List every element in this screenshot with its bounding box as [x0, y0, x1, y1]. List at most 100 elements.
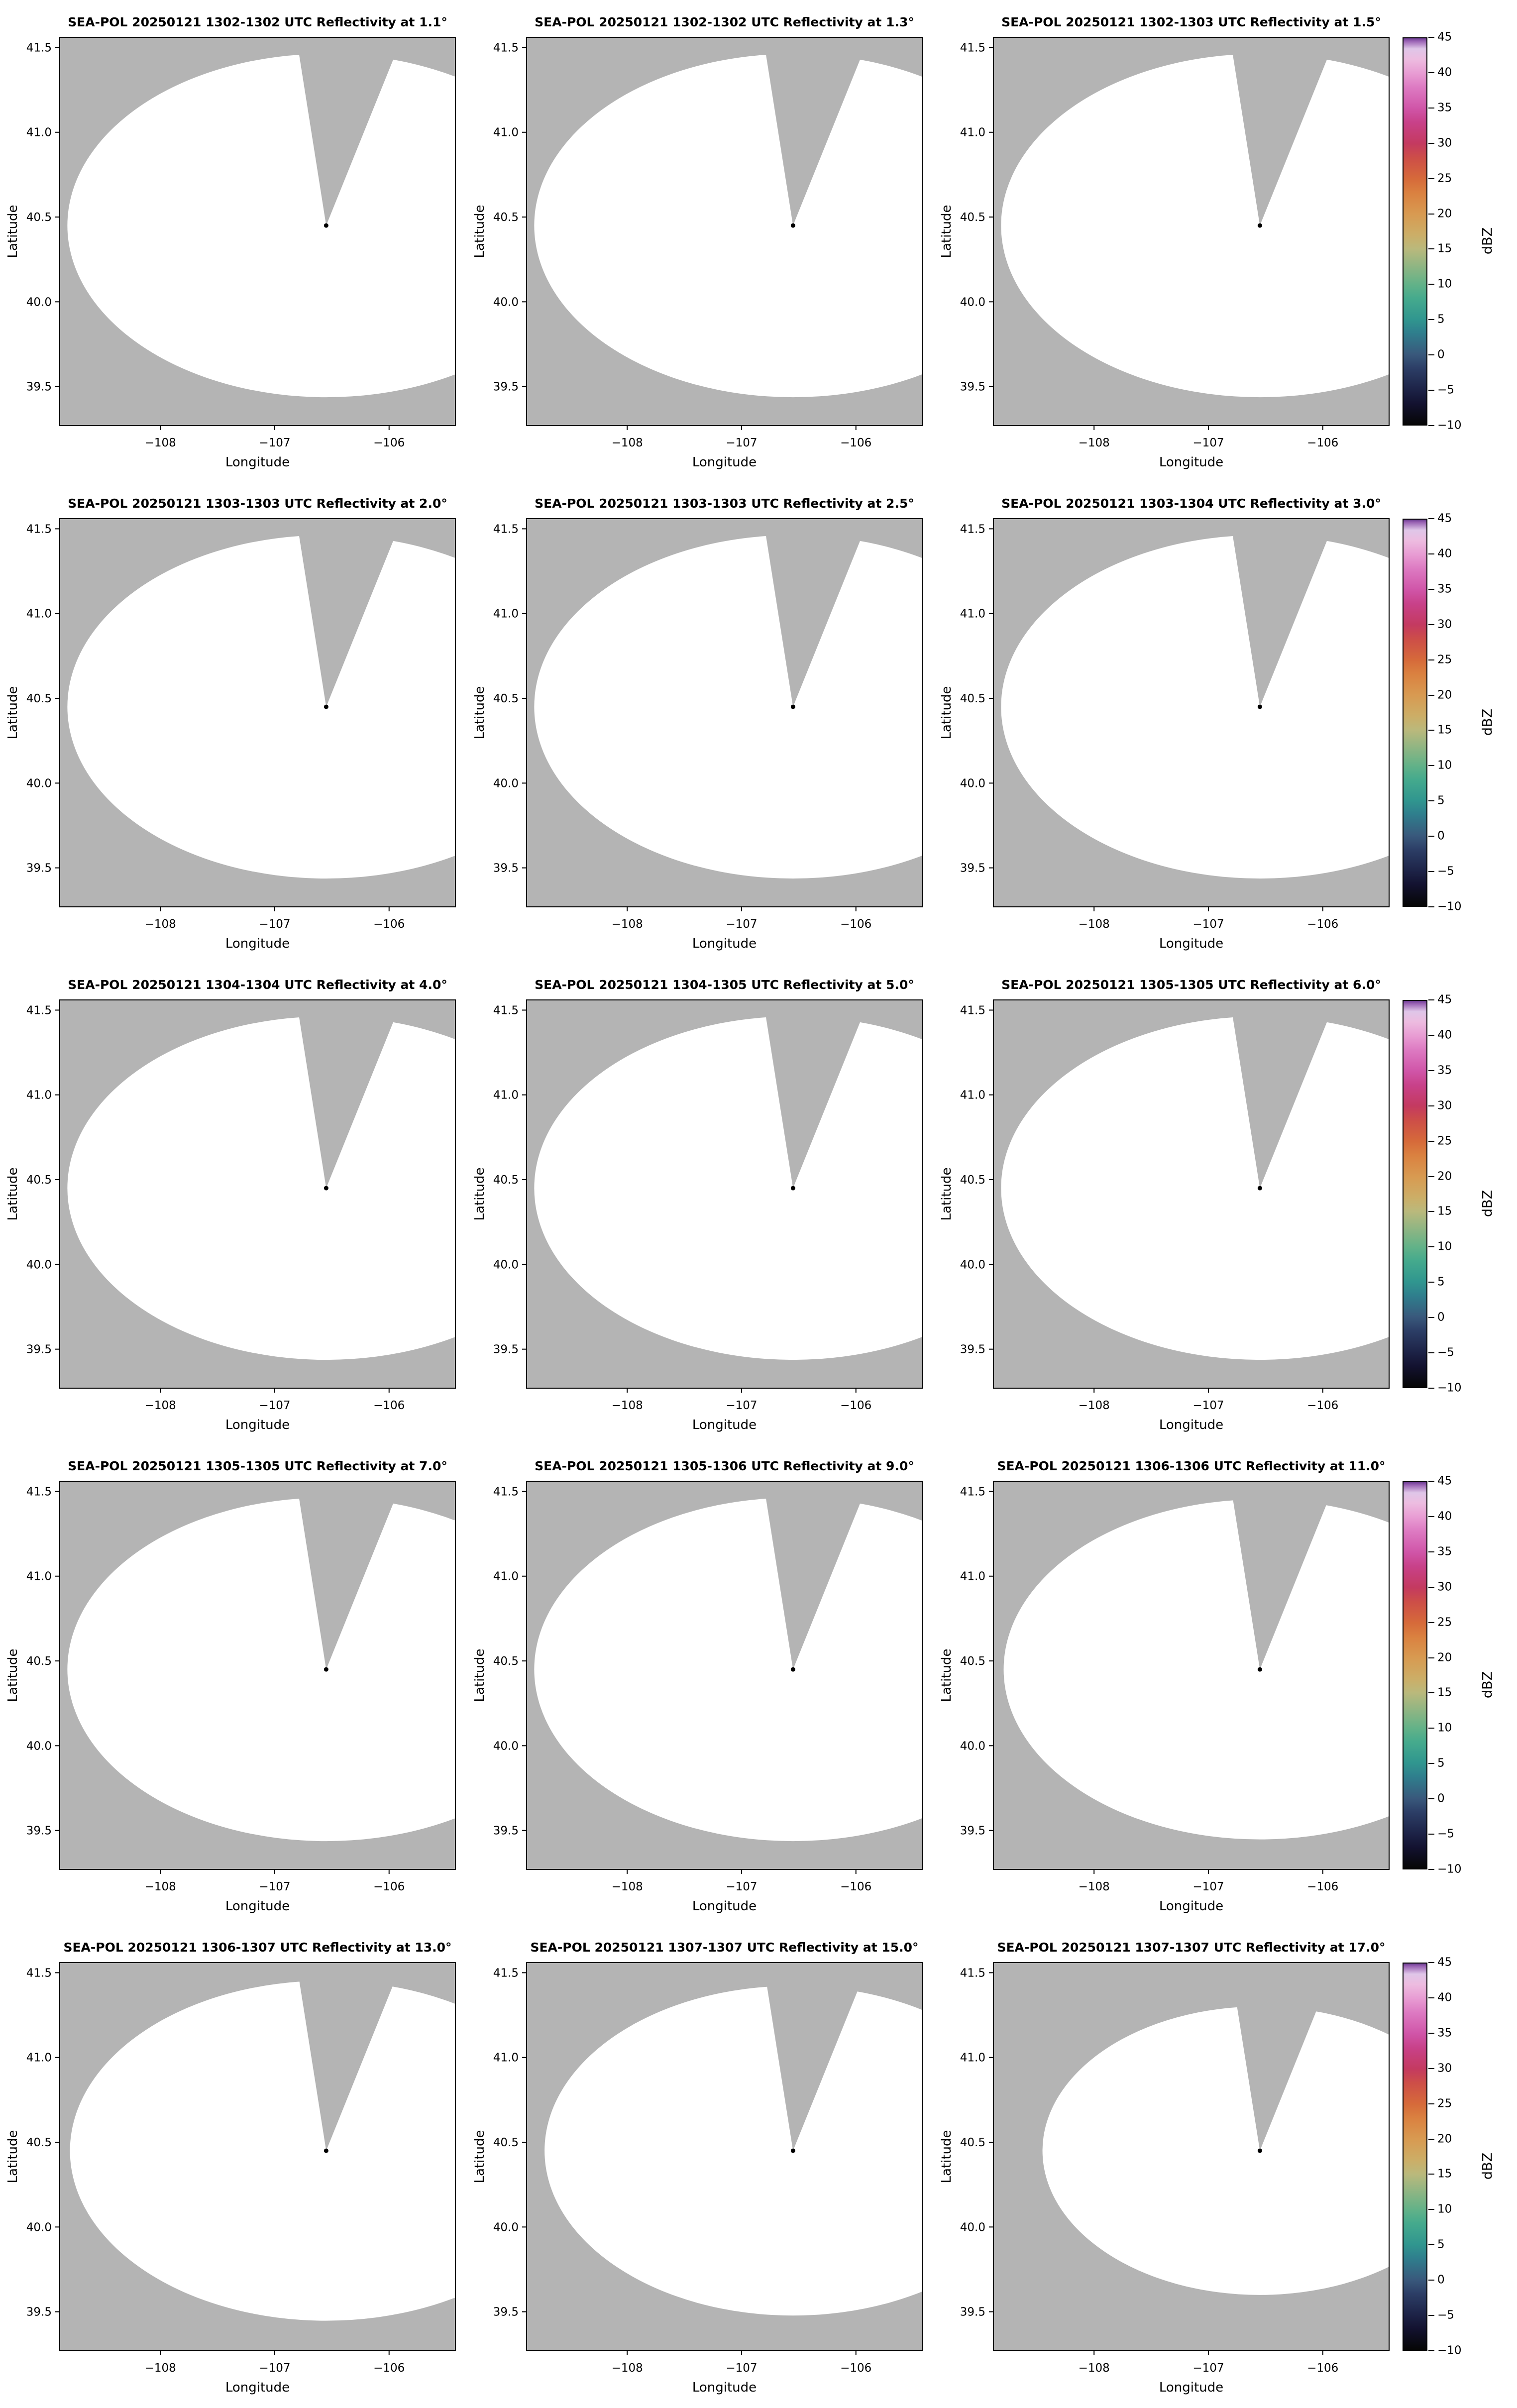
y-tick-label: 40.0 — [26, 777, 52, 790]
colorbar-tick-label: 10 — [1437, 2202, 1452, 2216]
colorbar-tick-mark — [1428, 319, 1434, 321]
map-area — [1001, 519, 1389, 878]
x-tick-label: −108 — [612, 918, 643, 931]
radar-panel: −108 −107 −106 39.5 40.0 40.5 41.0 41.5 Longitud… — [472, 1459, 923, 1914]
colorbar-tick-mark — [1428, 1551, 1434, 1552]
y-tick-label: 41.5 — [26, 41, 52, 54]
colorbar-tick-mark — [1428, 1211, 1434, 1212]
y-tick-label: 39.5 — [960, 862, 985, 875]
colorbar-tick-label: 25 — [1437, 1134, 1452, 1148]
colorbar-tick-mark — [1428, 2209, 1434, 2210]
colorbar-tick-mark — [1428, 2280, 1434, 2281]
x-tick-label: −106 — [373, 918, 405, 931]
y-tick-label: 41.0 — [960, 2052, 985, 2065]
y-tick-label: 39.5 — [493, 1825, 519, 1838]
colorbar-tick-label: 45 — [1437, 512, 1452, 525]
map-area — [1001, 1000, 1389, 1360]
colorbar-tick-mark — [1428, 906, 1434, 907]
panel-title: SEA-POL 20250121 1302-1303 UTC Reflectiv… — [1001, 15, 1381, 29]
panel-title: SEA-POL 20250121 1303-1304 UTC Reflectiv… — [1001, 496, 1381, 511]
colorbar-tick-mark — [1428, 1869, 1434, 1870]
y-tick-label: 40.0 — [26, 296, 52, 309]
map-area — [67, 1481, 455, 1841]
y-tick-label: 40.0 — [493, 1740, 519, 1752]
x-tick-label: −107 — [259, 918, 290, 931]
colorbar-tick-mark — [1428, 1388, 1434, 1389]
radar-coverage-area — [544, 1985, 922, 2316]
radar-location-marker — [1257, 704, 1262, 709]
x-axis-label: Longitude — [692, 936, 757, 951]
colorbar-tick-mark — [1428, 1657, 1434, 1658]
y-axis-label: Latitude — [5, 1167, 20, 1220]
no-data-wedge — [296, 1481, 403, 1670]
y-tick-label: 40.5 — [493, 211, 519, 224]
colorbar-tick-label: 35 — [1437, 101, 1452, 114]
x-tick-label: −106 — [1307, 918, 1338, 931]
y-tick-label: 40.5 — [26, 692, 52, 705]
x-axis-label: Longitude — [225, 2380, 290, 2395]
colorbar-tick-mark — [1428, 1105, 1434, 1106]
radar-location-marker — [790, 704, 795, 709]
radar-panel: −108 −107 −106 39.5 40.0 40.5 41.0 41.5 Longitud… — [472, 1940, 923, 2395]
radar-location-marker — [324, 2148, 328, 2153]
colorbar-tick-mark — [1428, 2174, 1434, 2175]
x-tick-label: −108 — [1079, 918, 1110, 931]
colorbar-tick-label: 20 — [1437, 1170, 1452, 1183]
colorbar-tick-label: 10 — [1437, 1240, 1452, 1253]
x-tick-label: −107 — [1192, 1880, 1224, 1893]
y-tick-label: 40.5 — [960, 211, 985, 224]
colorbar-tick-label: −5 — [1437, 865, 1454, 878]
colorbar-tick-label: −5 — [1437, 2308, 1454, 2322]
x-axis-label: Longitude — [1159, 1418, 1223, 1432]
no-data-wedge — [1230, 1481, 1336, 1670]
no-data-wedge — [763, 1963, 869, 2151]
colorbar-tick-mark — [1428, 694, 1434, 696]
y-axis-label: Latitude — [5, 1648, 20, 1702]
map-area — [534, 1000, 922, 1360]
colorbar-tick-mark — [1428, 1997, 1434, 1998]
x-tick-label: −107 — [726, 2362, 757, 2375]
colorbar-tick-label: 40 — [1437, 1028, 1452, 1042]
colorbar-tick-label: 40 — [1437, 66, 1452, 79]
y-tick-label: 40.5 — [960, 1174, 985, 1187]
colorbar-tick-label: 25 — [1437, 172, 1452, 185]
x-axis-label: Longitude — [692, 2380, 757, 2395]
colorbar-gradient — [1403, 519, 1427, 907]
panel-title: SEA-POL 20250121 1307-1307 UTC Reflectiv… — [997, 1940, 1385, 1955]
colorbar-tick-mark — [1428, 1481, 1434, 1482]
x-tick-label: −107 — [726, 437, 757, 449]
colorbar-tick-label: 25 — [1437, 1616, 1452, 1629]
x-tick-label: −108 — [145, 918, 176, 931]
colorbar-tick-mark — [1428, 2350, 1434, 2351]
radar-panel: −108 −107 −106 39.5 40.0 40.5 41.0 41.5 Longitud… — [5, 1940, 456, 2395]
colorbar-tick-mark — [1428, 999, 1434, 1000]
y-tick-label: 40.0 — [26, 1740, 52, 1752]
plot-border — [59, 37, 456, 426]
y-axis-label: Latitude — [472, 1167, 487, 1220]
colorbar-tick-label: −5 — [1437, 1827, 1454, 1841]
plot-border — [993, 999, 1390, 1389]
no-data-wedge — [1230, 37, 1336, 226]
radar-panel: −108 −107 −106 39.5 40.0 40.5 41.0 41.5 Longitud… — [5, 978, 456, 1432]
panel-title: SEA-POL 20250121 1305-1305 UTC Reflectiv… — [68, 1459, 447, 1473]
x-tick-label: −106 — [1307, 1399, 1338, 1412]
colorbar-tick-mark — [1428, 2032, 1434, 2034]
y-tick-label: 40.5 — [960, 692, 985, 705]
colorbar-tick-mark — [1428, 1317, 1434, 1318]
y-tick-label: 39.5 — [26, 1343, 52, 1356]
colorbar-tick-label: 35 — [1437, 2026, 1452, 2040]
y-axis-label: Latitude — [472, 686, 487, 739]
x-tick-label: −107 — [1192, 2362, 1224, 2375]
colorbar-tick-label: 0 — [1437, 2273, 1445, 2287]
x-tick-label: −107 — [1192, 437, 1224, 449]
colorbar-tick-mark — [1428, 284, 1434, 285]
radar-panel: −108 −107 −106 39.5 40.0 40.5 41.0 41.5 Longitud… — [472, 978, 923, 1432]
colorbar-tick-label: 15 — [1437, 2167, 1452, 2181]
no-data-wedge — [296, 519, 403, 707]
y-axis-label: Latitude — [939, 1167, 954, 1220]
y-tick-label: 41.0 — [493, 1089, 519, 1102]
map-area — [67, 37, 455, 397]
radar-location-marker — [790, 2148, 795, 2153]
colorbar-tick-mark — [1428, 1352, 1434, 1354]
colorbar-gradient — [1403, 1000, 1427, 1388]
